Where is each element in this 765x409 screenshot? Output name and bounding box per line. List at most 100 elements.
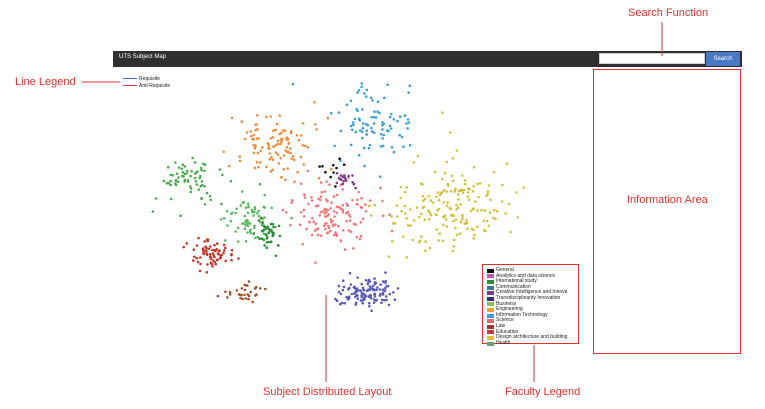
subject-node[interactable] xyxy=(341,182,345,186)
subject-node[interactable] xyxy=(349,99,353,103)
subject-node[interactable] xyxy=(346,210,350,214)
subject-node[interactable] xyxy=(290,201,294,204)
subject-node[interactable] xyxy=(254,236,257,240)
subject-node[interactable] xyxy=(417,215,421,219)
subject-node[interactable] xyxy=(255,160,259,164)
subject-node[interactable] xyxy=(222,251,225,255)
subject-node[interactable] xyxy=(375,288,378,292)
subject-node[interactable] xyxy=(405,256,409,259)
subject-node[interactable] xyxy=(195,183,199,186)
subject-node[interactable] xyxy=(255,137,259,140)
subject-node[interactable] xyxy=(370,115,373,119)
subject-node[interactable] xyxy=(363,92,366,95)
subject-node[interactable] xyxy=(244,206,248,209)
subject-node[interactable] xyxy=(229,219,233,223)
subject-node[interactable] xyxy=(509,230,512,234)
subject-node[interactable] xyxy=(260,237,264,240)
subject-node[interactable] xyxy=(390,215,394,218)
subject-node[interactable] xyxy=(379,186,382,190)
subject-node[interactable] xyxy=(390,146,394,149)
subject-node[interactable] xyxy=(400,135,404,139)
subject-node[interactable] xyxy=(501,183,504,187)
subject-node[interactable] xyxy=(254,285,258,289)
subject-node[interactable] xyxy=(285,211,288,214)
faculty-legend-item[interactable]: Health xyxy=(487,340,574,347)
subject-node[interactable] xyxy=(289,131,293,135)
subject-node[interactable] xyxy=(392,150,396,154)
subject-node[interactable] xyxy=(361,108,364,111)
subject-node[interactable] xyxy=(431,201,435,204)
subject-node[interactable] xyxy=(348,215,352,218)
subject-node[interactable] xyxy=(378,294,382,297)
subject-node[interactable] xyxy=(236,226,240,230)
subject-node[interactable] xyxy=(313,229,317,232)
subject-node[interactable] xyxy=(261,221,265,224)
subject-node[interactable] xyxy=(372,131,376,134)
subject-node[interactable] xyxy=(189,190,193,194)
subject-node[interactable] xyxy=(381,288,385,292)
subject-node[interactable] xyxy=(258,237,261,240)
subject-node[interactable] xyxy=(162,179,166,183)
subject-node[interactable] xyxy=(341,210,345,214)
subject-node[interactable] xyxy=(243,137,247,141)
subject-node[interactable] xyxy=(325,180,328,183)
subject-node[interactable] xyxy=(151,210,155,213)
subject-node[interactable] xyxy=(492,216,495,220)
subject-node[interactable] xyxy=(272,225,275,229)
subject-node[interactable] xyxy=(354,186,357,190)
subject-node[interactable] xyxy=(201,247,205,250)
subject-node[interactable] xyxy=(230,253,233,257)
subject-node[interactable] xyxy=(399,185,403,189)
subject-node[interactable] xyxy=(189,174,192,178)
subject-node[interactable] xyxy=(522,186,525,189)
subject-node[interactable] xyxy=(391,240,394,243)
subject-node[interactable] xyxy=(212,254,215,257)
subject-node[interactable] xyxy=(465,219,468,222)
subject-node[interactable] xyxy=(272,129,275,132)
subject-node[interactable] xyxy=(230,212,233,215)
subject-node[interactable] xyxy=(405,186,409,189)
subject-node[interactable] xyxy=(321,165,324,168)
subject-node[interactable] xyxy=(407,121,411,124)
subject-node[interactable] xyxy=(422,205,426,209)
subject-node[interactable] xyxy=(472,237,476,240)
subject-node[interactable] xyxy=(194,176,197,180)
subject-node[interactable] xyxy=(478,182,482,185)
subject-node[interactable] xyxy=(264,287,267,291)
subject-node[interactable] xyxy=(341,204,345,207)
subject-node[interactable] xyxy=(350,292,354,296)
subject-node[interactable] xyxy=(169,173,172,177)
subject-node[interactable] xyxy=(382,133,386,137)
subject-node[interactable] xyxy=(205,271,209,274)
subject-node[interactable] xyxy=(406,118,410,121)
subject-node[interactable] xyxy=(488,211,492,214)
subject-node[interactable] xyxy=(181,171,185,174)
subject-node[interactable] xyxy=(402,235,405,238)
subject-node[interactable] xyxy=(429,199,433,202)
subject-node[interactable] xyxy=(442,215,445,218)
subject-node[interactable] xyxy=(428,246,432,250)
subject-node[interactable] xyxy=(307,202,310,206)
subject-node[interactable] xyxy=(263,193,267,197)
subject-node[interactable] xyxy=(467,198,471,202)
subject-node[interactable] xyxy=(222,217,226,220)
subject-node[interactable] xyxy=(324,170,327,174)
subject-node[interactable] xyxy=(319,210,323,214)
subject-node[interactable] xyxy=(299,182,303,185)
subject-node[interactable] xyxy=(203,185,206,188)
subject-node[interactable] xyxy=(248,221,251,225)
subject-node[interactable] xyxy=(193,255,196,259)
subject-node[interactable] xyxy=(204,245,207,248)
subject-node[interactable] xyxy=(374,116,378,119)
subject-node[interactable] xyxy=(286,167,290,170)
subject-node[interactable] xyxy=(317,176,321,180)
subject-node[interactable] xyxy=(192,248,196,251)
subject-node[interactable] xyxy=(360,85,363,89)
subject-node[interactable] xyxy=(348,219,352,222)
faculty-legend-item[interactable]: Education xyxy=(487,329,574,336)
subject-node[interactable] xyxy=(382,214,385,217)
subject-node[interactable] xyxy=(378,288,382,291)
subject-node[interactable] xyxy=(312,220,315,224)
subject-node[interactable] xyxy=(472,165,476,169)
subject-node[interactable] xyxy=(200,169,203,172)
